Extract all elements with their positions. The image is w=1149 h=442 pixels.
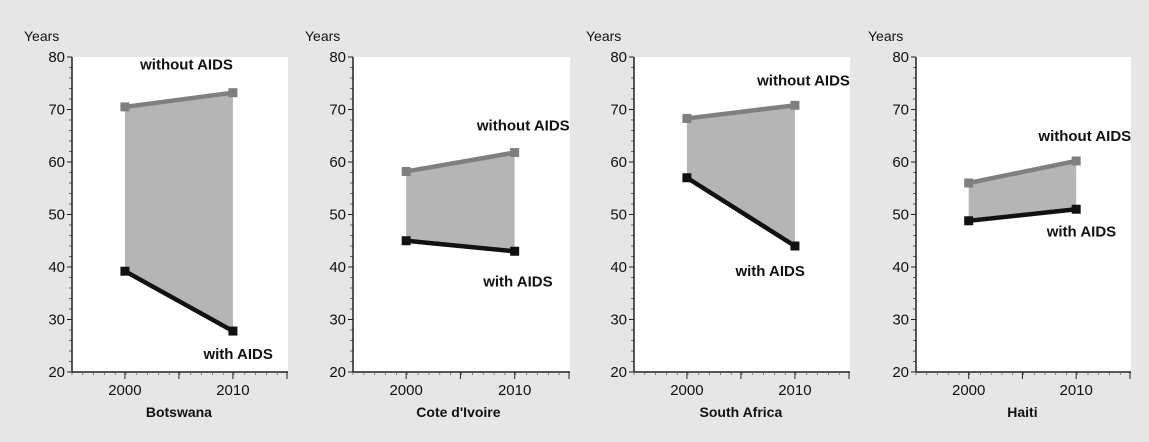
y-tick-label: 20	[892, 364, 909, 381]
x-tick-label-2010: 2010	[778, 382, 811, 399]
series-label-with-aids: with AIDS	[482, 273, 552, 290]
gap-band	[406, 152, 515, 252]
y-tick-label: 20	[610, 364, 627, 381]
chart-panel-2: Years 20 30 40 50 60 70 80 2000 2010 Cote d'Ivoire…	[305, 28, 570, 420]
x-tick-label-2000: 2000	[389, 382, 422, 399]
gap-band	[968, 160, 1077, 221]
point-without-aids-2000	[964, 178, 974, 188]
y-tick-label: 50	[610, 207, 627, 224]
point-with-aids-2000	[120, 266, 130, 276]
gap-band	[124, 92, 233, 332]
y-tick-label: 50	[329, 207, 346, 224]
point-without-aids-2010	[228, 88, 238, 98]
series-label-without-aids: without AIDS	[139, 57, 233, 74]
y-tick-label: 60	[610, 154, 627, 171]
point-without-aids-2000	[401, 166, 411, 176]
x-tick-label-2010: 2010	[1059, 382, 1092, 399]
y-tick-label: 80	[329, 49, 346, 66]
point-with-aids-2000	[401, 236, 411, 246]
point-with-aids-2010	[510, 246, 520, 256]
y-tick-label: 40	[892, 259, 909, 276]
y-tick-label: 30	[48, 312, 65, 329]
y-tick-label: 60	[892, 154, 909, 171]
y-tick-label: 50	[892, 207, 909, 224]
x-tick-label-2010: 2010	[498, 382, 531, 399]
x-axis-label: Cote d'Ivoire	[416, 404, 500, 420]
y-tick-label: 70	[892, 102, 909, 119]
y-axis-label: Years	[305, 28, 340, 44]
series-label-with-aids: with AIDS	[734, 263, 804, 280]
gap-band	[686, 105, 795, 246]
y-tick-label: 40	[610, 259, 627, 276]
y-tick-label: 20	[329, 364, 346, 381]
point-without-aids-2010	[790, 100, 800, 110]
point-with-aids-2010	[1071, 204, 1081, 214]
y-tick-label: 40	[48, 259, 65, 276]
y-tick-label: 80	[892, 49, 909, 66]
point-without-aids-2000	[682, 113, 692, 123]
series-label-with-aids: with AIDS	[1046, 223, 1116, 240]
point-without-aids-2000	[120, 102, 130, 112]
x-axis-label: Botswana	[146, 404, 212, 420]
series-line-without-aids	[124, 90, 234, 110]
series-line-with-aids	[968, 207, 1077, 224]
point-with-aids-2010	[790, 241, 800, 251]
chart-panel-4: Years 20 30 40 50 60 70 80 2000 2010 Haiti without …	[868, 28, 1131, 420]
series-label-without-aids: without AIDS	[476, 118, 570, 135]
point-without-aids-2010	[1071, 156, 1081, 166]
y-tick-label: 60	[48, 154, 65, 171]
point-with-aids-2000	[682, 173, 692, 183]
y-axis-label: Years	[24, 28, 59, 44]
series-line-without-aids	[405, 150, 516, 174]
series-line-with-aids	[123, 269, 235, 334]
y-tick-label: 70	[610, 102, 627, 119]
y-tick-label: 70	[329, 102, 346, 119]
y-tick-label: 40	[329, 259, 346, 276]
series-line-without-aids	[686, 103, 796, 121]
point-with-aids-2010	[228, 326, 238, 336]
x-tick-label-2000: 2000	[952, 382, 985, 399]
y-tick-label: 30	[329, 312, 346, 329]
chart-panel-3: Years 20 30 40 50 60 70 80 2000 2010 South Africa w…	[586, 28, 850, 420]
series-label-with-aids: with AIDS	[202, 346, 272, 363]
y-axis-label: Years	[586, 28, 621, 44]
y-tick-label: 50	[48, 207, 65, 224]
y-tick-label: 20	[48, 364, 65, 381]
series-label-without-aids: without AIDS	[1037, 128, 1131, 145]
x-tick-label-2000: 2000	[108, 382, 141, 399]
y-tick-label: 60	[329, 154, 346, 171]
point-without-aids-2010	[510, 148, 520, 158]
x-axis-label: South Africa	[700, 404, 783, 420]
series-label-without-aids: without AIDS	[756, 72, 850, 89]
y-tick-label: 30	[892, 312, 909, 329]
y-tick-label: 30	[610, 312, 627, 329]
x-axis-label: Haiti	[1007, 404, 1037, 420]
y-tick-label: 70	[48, 102, 65, 119]
y-axis-label: Years	[868, 28, 903, 44]
y-tick-label: 80	[610, 49, 627, 66]
series-line-with-aids	[405, 238, 515, 254]
series-line-with-aids	[685, 175, 797, 248]
series-line-without-aids	[968, 158, 1077, 186]
x-tick-label-2010: 2010	[216, 382, 249, 399]
point-with-aids-2000	[964, 216, 974, 226]
y-tick-label: 80	[48, 49, 65, 66]
x-tick-label-2000: 2000	[670, 382, 703, 399]
